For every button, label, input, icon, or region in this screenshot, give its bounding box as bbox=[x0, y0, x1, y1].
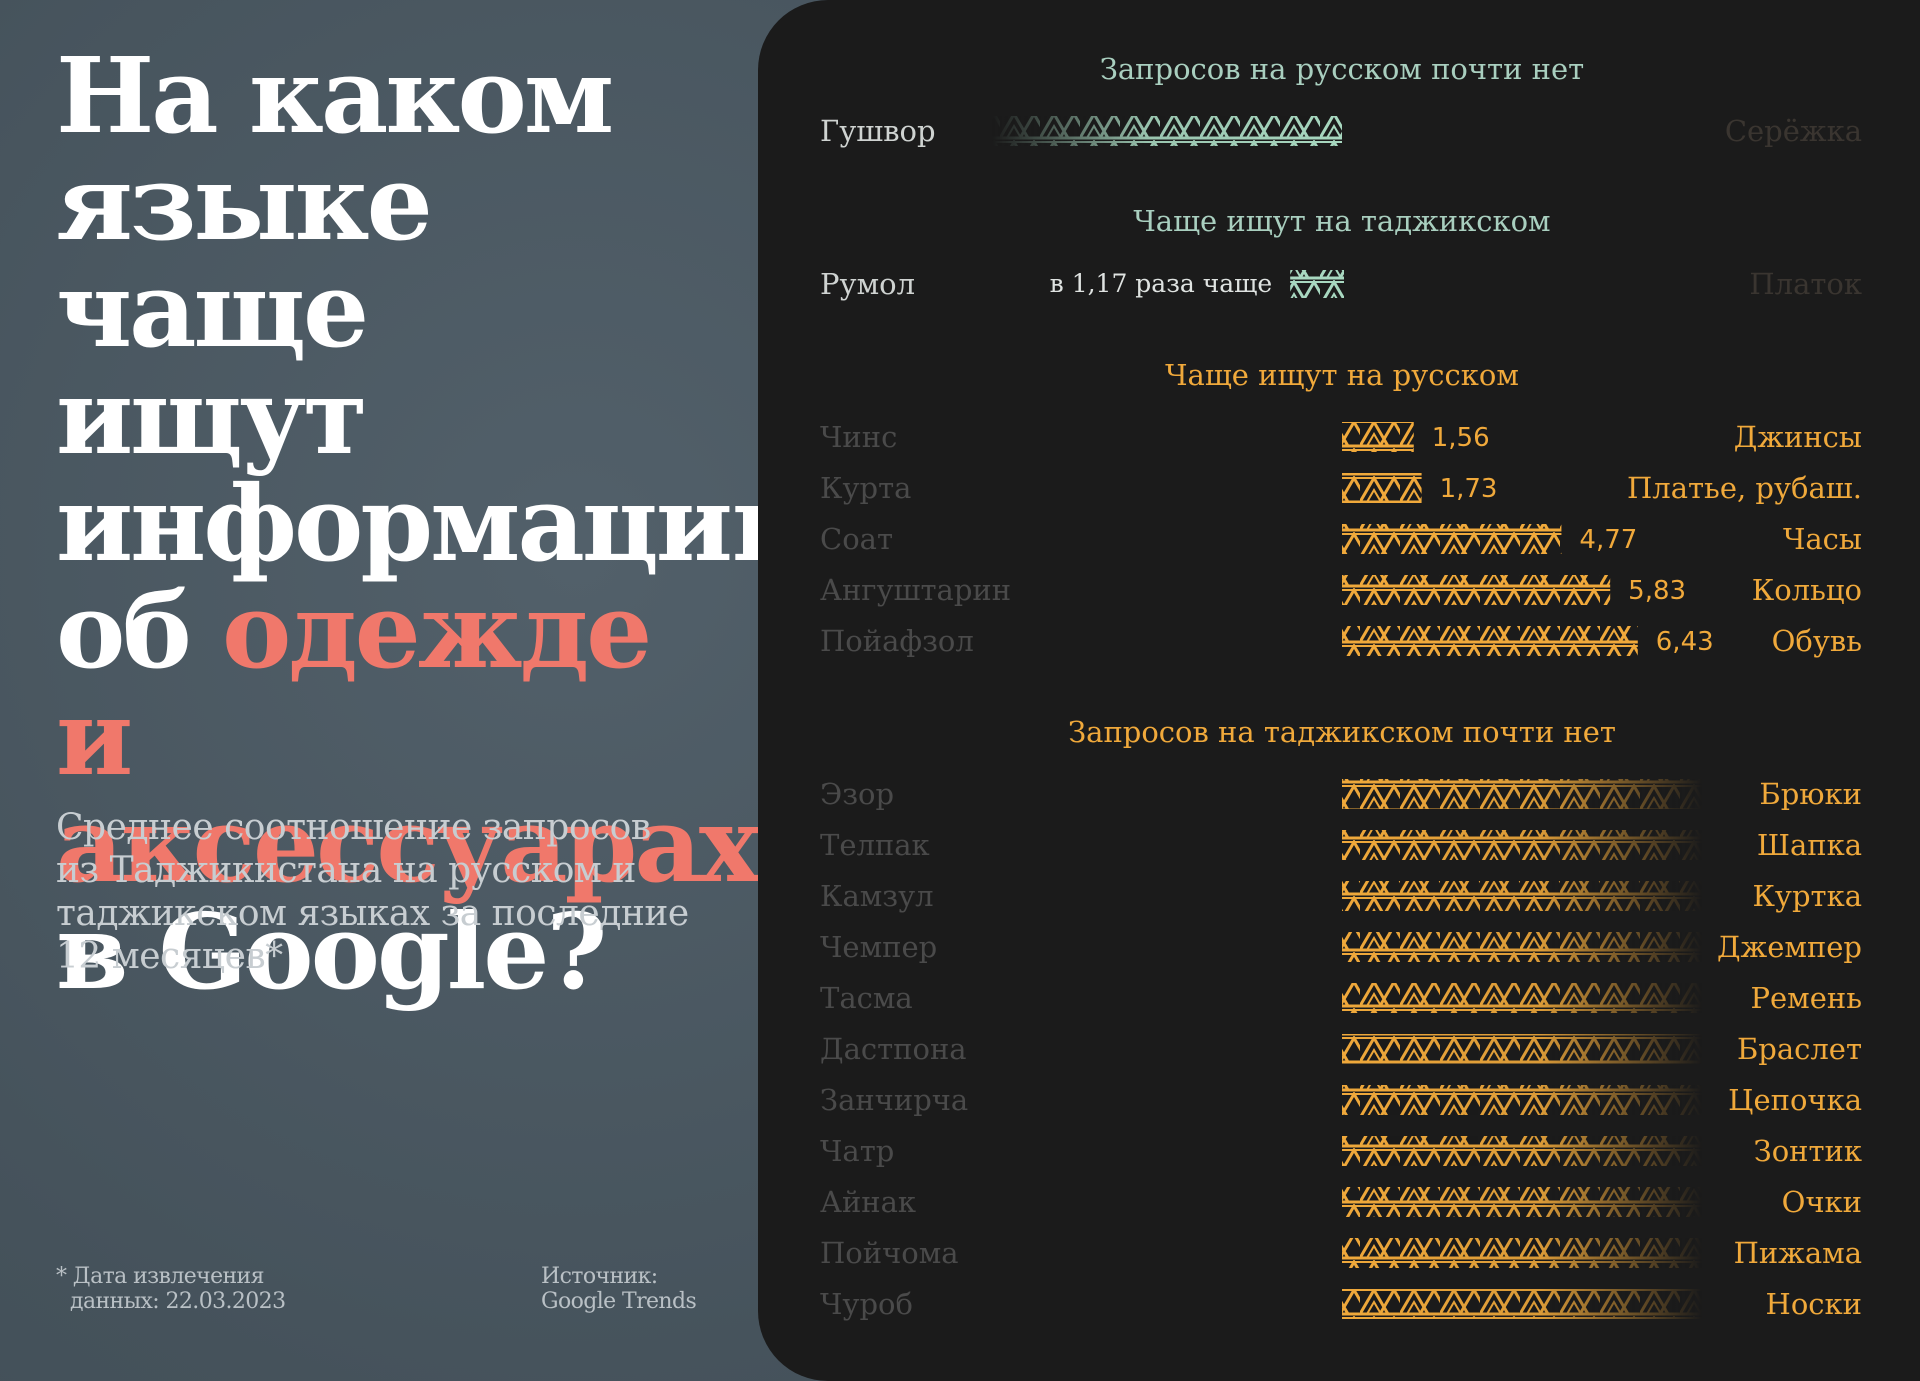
page-title: На каком языке чаще ищут информацию об одежд… bbox=[56, 34, 836, 1013]
tajik-label: Гушвор bbox=[820, 114, 936, 148]
tajik-label: Курта bbox=[820, 471, 911, 505]
source-line-1: Источник: bbox=[541, 1264, 658, 1289]
value-label: 1,56 bbox=[1432, 423, 1490, 453]
tajik-label: Дастпона bbox=[820, 1032, 967, 1066]
subtitle: Среднее соотношение запросов из Таджикис… bbox=[56, 807, 689, 977]
footnote: * Дата извлечения данных: 22.03.2023 bbox=[56, 1264, 316, 1314]
russian-label: Пижама bbox=[1734, 1236, 1862, 1270]
bar bbox=[1342, 881, 1702, 911]
chart-panel bbox=[758, 0, 1920, 1381]
title-accent-2: аксессуарах bbox=[56, 783, 761, 906]
russian-label: Зонтик bbox=[1754, 1134, 1862, 1168]
tajik-label: Тасма bbox=[820, 981, 913, 1015]
bar bbox=[1342, 1238, 1702, 1268]
russian-label: Очки bbox=[1782, 1185, 1862, 1219]
value-label: 6,43 bbox=[1656, 627, 1714, 657]
russian-label: Носки bbox=[1766, 1287, 1862, 1321]
russian-label: Ремень bbox=[1750, 981, 1862, 1015]
bar bbox=[1342, 575, 1611, 605]
bar bbox=[1342, 524, 1562, 554]
value-label: 1,73 bbox=[1440, 474, 1498, 504]
value-label: 5,83 bbox=[1628, 576, 1686, 606]
bar bbox=[1342, 983, 1702, 1013]
russian-label: Обувь bbox=[1772, 624, 1862, 658]
tajik-label: Занчирча bbox=[820, 1083, 968, 1117]
russian-label: Серёжка bbox=[1725, 114, 1862, 148]
source-note: Источник: Google Trends bbox=[541, 1264, 741, 1314]
bar bbox=[1342, 473, 1422, 503]
russian-label: Цепочка bbox=[1728, 1083, 1862, 1117]
bar bbox=[1342, 932, 1702, 962]
tajik-label: Камзул bbox=[820, 879, 934, 913]
tajik-label: Айнак bbox=[820, 1185, 916, 1219]
bar bbox=[1342, 779, 1702, 809]
bar bbox=[1342, 1085, 1702, 1115]
bar bbox=[992, 116, 1342, 146]
tajik-label: Эзор bbox=[820, 777, 894, 811]
section-header: Запросов на русском почти нет bbox=[1100, 52, 1584, 86]
value-label: в 1,17 раза чаще bbox=[1050, 269, 1273, 298]
tajik-label: Ангуштарин bbox=[820, 573, 1011, 607]
tajik-label: Пойафзол bbox=[820, 624, 974, 658]
russian-label: Платье, рубаш. bbox=[1627, 471, 1862, 505]
value-label: 4,77 bbox=[1579, 525, 1637, 555]
section-header: Чаще ищут на русском bbox=[1165, 358, 1519, 392]
bar bbox=[1342, 1034, 1702, 1064]
tajik-label: Чемпер bbox=[820, 930, 937, 964]
bar bbox=[1342, 626, 1638, 656]
tajik-label: Пойчома bbox=[820, 1236, 959, 1270]
russian-label: Браслет bbox=[1737, 1032, 1862, 1066]
title-accent-1: одежде и bbox=[56, 569, 652, 799]
tajik-label: Телпак bbox=[820, 828, 930, 862]
tajik-label: Чатр bbox=[820, 1134, 894, 1168]
bar bbox=[1342, 830, 1702, 860]
russian-label: Шапка bbox=[1757, 828, 1862, 862]
bar bbox=[1342, 1136, 1702, 1166]
left-column: На каком языке чаще ищут информацию об одежд… bbox=[0, 0, 836, 1381]
footnote-line-1: * Дата извлечения bbox=[56, 1264, 264, 1289]
bar bbox=[1290, 270, 1344, 298]
russian-label: Брюки bbox=[1759, 777, 1862, 811]
tajik-label: Соат bbox=[820, 522, 893, 556]
section-header: Запросов на таджикском почти нет bbox=[1068, 715, 1616, 749]
tajik-label: Румол bbox=[820, 267, 915, 301]
bar bbox=[1342, 1187, 1702, 1217]
russian-label: Платок bbox=[1749, 267, 1862, 301]
russian-label: Часы bbox=[1783, 522, 1862, 556]
tajik-label: Чинс bbox=[820, 420, 897, 454]
russian-label: Джинсы bbox=[1734, 420, 1862, 454]
russian-label: Джемпер bbox=[1717, 930, 1862, 964]
bar bbox=[1342, 422, 1414, 452]
bar bbox=[1342, 1289, 1702, 1319]
russian-label: Куртка bbox=[1752, 879, 1862, 913]
section-header: Чаще ищут на таджикском bbox=[1133, 204, 1550, 238]
tajik-label: Чуроб bbox=[820, 1287, 913, 1321]
russian-label: Кольцо bbox=[1752, 573, 1862, 607]
source-line-2: Google Trends bbox=[541, 1289, 697, 1314]
footnote-line-2: данных: 22.03.2023 bbox=[70, 1289, 286, 1314]
